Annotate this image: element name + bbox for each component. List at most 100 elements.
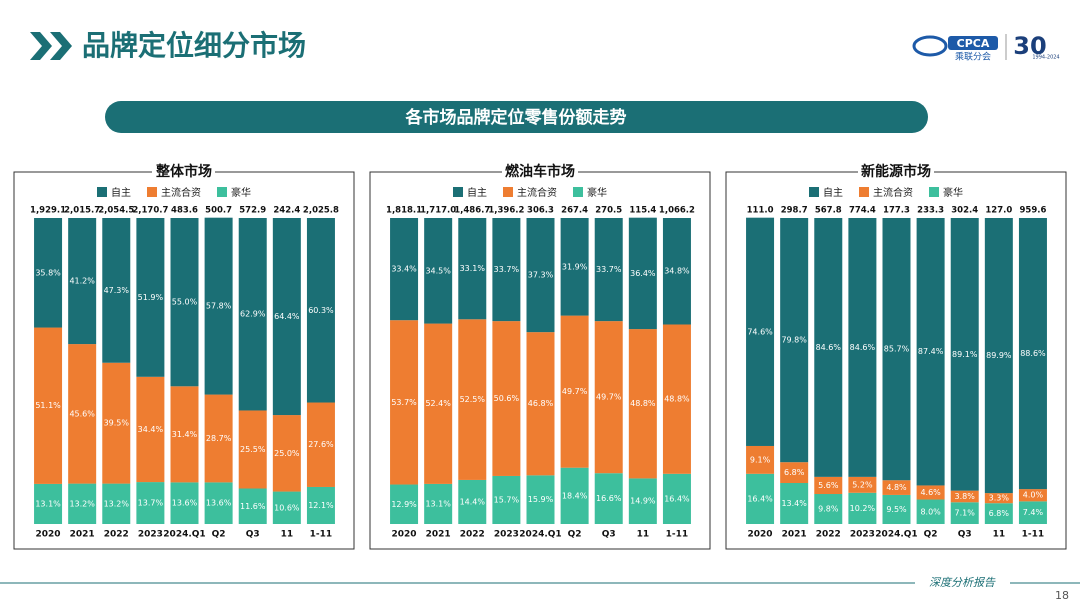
chart-title-bg [858, 163, 934, 180]
bar-segment [170, 482, 199, 524]
chart-title: 新能源市场 [861, 163, 931, 180]
bar-segment [526, 475, 555, 524]
data-label: 27.6% [308, 440, 334, 449]
bar-segment [882, 494, 911, 524]
data-label: 34.8% [664, 267, 690, 276]
bar-segment [204, 217, 233, 395]
bar-segment [560, 467, 589, 524]
data-label: 51.9% [138, 293, 164, 302]
data-label: 33.1% [460, 264, 486, 273]
data-label: 13.1% [35, 499, 61, 508]
total-label: 177.3 [883, 206, 910, 216]
data-label: 74.6% [747, 327, 773, 336]
bar-segment [746, 445, 775, 474]
total-label: 306.3 [527, 206, 554, 216]
data-label: 49.7% [596, 393, 622, 402]
data-label: 9.5% [886, 505, 907, 514]
bar-segment [272, 491, 301, 524]
legend-label: 主流合资 [161, 186, 201, 199]
x-tick-label: 11 [281, 530, 294, 540]
data-label: 88.6% [1020, 349, 1046, 358]
data-label: 12.9% [391, 500, 417, 509]
chevron-icon [50, 32, 72, 60]
x-tick-label: 2020 [36, 530, 61, 540]
bar-segment [848, 218, 877, 477]
data-label: 36.4% [630, 269, 656, 278]
bar-segment [526, 218, 555, 333]
x-tick-label: 1-11 [666, 530, 689, 540]
total-label: 1,717.0 [420, 206, 456, 216]
data-label: 52.5% [460, 395, 486, 404]
bar-segment [814, 494, 843, 524]
bar-segment [594, 218, 623, 322]
bar-segment [306, 402, 335, 487]
legend-swatch [147, 187, 157, 197]
data-label: 52.4% [425, 399, 451, 408]
data-label: 55.0% [172, 298, 198, 307]
data-label: 85.7% [884, 345, 910, 354]
data-label: 4.8% [886, 483, 907, 492]
legend-label: 豪华 [231, 186, 251, 199]
total-label: 242.4 [273, 206, 300, 216]
chevron-icon [30, 32, 52, 60]
bar-segment [136, 376, 165, 483]
legend-label: 主流合资 [873, 186, 913, 199]
total-label: 572.9 [239, 206, 266, 216]
x-tick-label: 11 [637, 530, 650, 540]
logo-mark [912, 35, 948, 57]
bar-segment [916, 485, 945, 500]
total-label: 1,818.1 [386, 206, 422, 216]
banner [105, 101, 928, 133]
bar-segment [628, 217, 657, 330]
data-label: 39.5% [104, 419, 130, 428]
bar-segment [170, 218, 199, 387]
bar-segment [306, 218, 335, 403]
total-label: 270.5 [595, 206, 622, 216]
bar-segment [204, 482, 233, 524]
logo-box [948, 36, 998, 50]
bar-segment [204, 394, 233, 483]
legend-swatch [217, 187, 227, 197]
data-label: 13.6% [172, 499, 198, 508]
data-label: 51.1% [35, 401, 61, 410]
data-label: 64.4% [274, 312, 300, 321]
data-label: 13.6% [206, 499, 232, 508]
bar-segment [594, 321, 623, 474]
total-label: 298.7 [781, 206, 808, 216]
data-label: 28.7% [206, 434, 232, 443]
data-label: 34.5% [425, 266, 451, 275]
bar-segment [492, 475, 521, 524]
bar-segment [780, 218, 809, 463]
x-tick-label: Q2 [212, 530, 226, 540]
data-label: 15.9% [528, 495, 554, 504]
page-number: 18 [1055, 589, 1069, 602]
bar-segment [68, 218, 97, 345]
x-tick-label: Q3 [246, 530, 260, 540]
x-tick-label: 2024.Q1 [163, 530, 205, 540]
bar-segment [780, 462, 809, 483]
data-label: 6.8% [989, 509, 1010, 518]
bar-segment [34, 218, 63, 328]
data-label: 13.1% [425, 499, 451, 508]
chart-title-bg [502, 163, 578, 180]
data-label: 41.2% [69, 277, 95, 286]
bar-segment [306, 486, 335, 524]
bar-segment [458, 319, 487, 480]
bar-segment [102, 218, 131, 363]
total-label: 2,025.8 [303, 206, 339, 216]
data-label: 89.1% [952, 350, 978, 359]
total-label: 127.0 [985, 206, 1012, 216]
data-label: 15.7% [494, 495, 520, 504]
x-tick-label: 2022 [104, 530, 129, 540]
footer-text: 深度分析报告 [929, 576, 996, 589]
bar-segment [458, 218, 487, 320]
total-label: 483.6 [171, 206, 198, 216]
data-label: 16.6% [596, 494, 622, 503]
data-label: 35.8% [35, 268, 61, 277]
total-label: 567.8 [815, 206, 842, 216]
bar-segment [950, 218, 979, 491]
bar-segment [390, 218, 419, 321]
data-label: 79.8% [781, 336, 807, 345]
data-label: 14.4% [460, 497, 486, 506]
bar-segment [628, 478, 657, 524]
